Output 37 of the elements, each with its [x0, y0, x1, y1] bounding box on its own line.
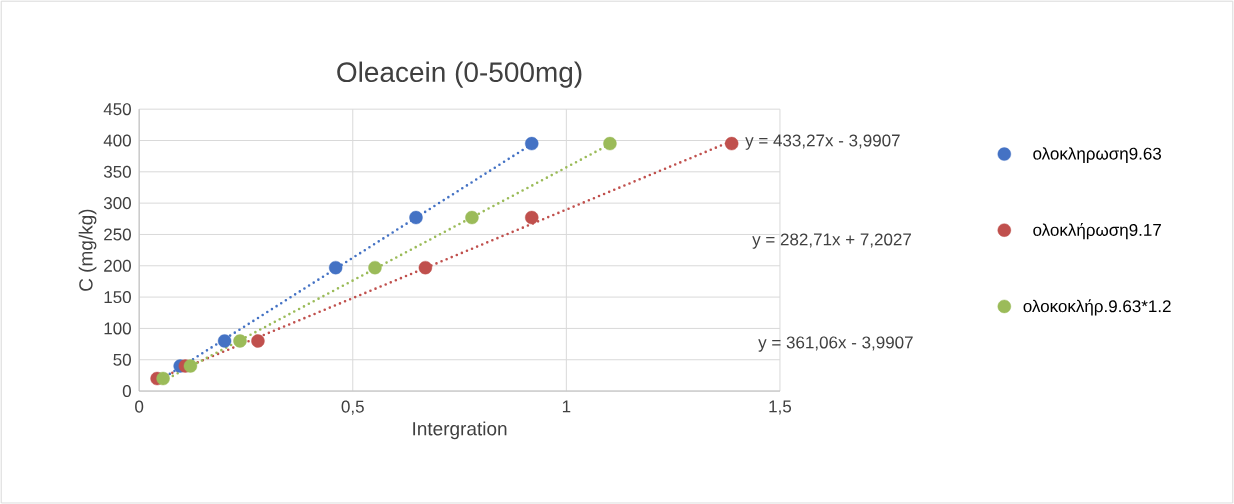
x-axis-title: Intergration [413, 421, 507, 440]
point [328, 260, 343, 275]
point [183, 359, 198, 373]
x-tick-label: 1 [562, 400, 571, 413]
point [217, 334, 232, 348]
x-tick-label: 1,5 [769, 400, 792, 415]
point [525, 136, 539, 151]
point [603, 136, 617, 151]
y-tick-label: 250 [104, 228, 131, 241]
legend-label: ολοκοκλήρ.9.63*1.2 [1023, 299, 1171, 316]
point [525, 210, 539, 225]
point [465, 210, 479, 225]
point [724, 136, 739, 151]
y-tick-label: 100 [104, 322, 131, 335]
y-tick-label: 400 [103, 134, 131, 147]
point [409, 210, 423, 225]
y-axis-title: C (mg/kg) [78, 209, 97, 291]
y-tick-label: 200 [104, 259, 131, 272]
chart-title: Oleacein (0-500mg) [337, 61, 582, 88]
point [156, 371, 170, 386]
y-tick-label: 50 [113, 353, 131, 366]
x-tick-label: 0,5 [341, 400, 364, 415]
y-tick-label: 150 [104, 290, 131, 304]
y-tick-label: 350 [103, 165, 131, 178]
y-tick-label: 0 [122, 384, 131, 397]
point [233, 334, 247, 348]
x-tick-label: 0 [135, 400, 144, 413]
point [368, 260, 382, 275]
legend-label: ολοκληρωση9.63 [1033, 147, 1162, 163]
legend-label: ολοκλήρωση9.17 [1033, 222, 1161, 240]
y-tick-label: 300 [103, 197, 131, 210]
y-tick-label: 450 [103, 103, 131, 116]
point [251, 334, 265, 348]
annotation: y = 282,71x + 7,2027 [752, 233, 911, 249]
annotation: y = 361,06x - 3,9907 [758, 336, 913, 352]
point [418, 260, 433, 275]
annotation: y = 433,27x - 3,9907 [745, 134, 900, 150]
